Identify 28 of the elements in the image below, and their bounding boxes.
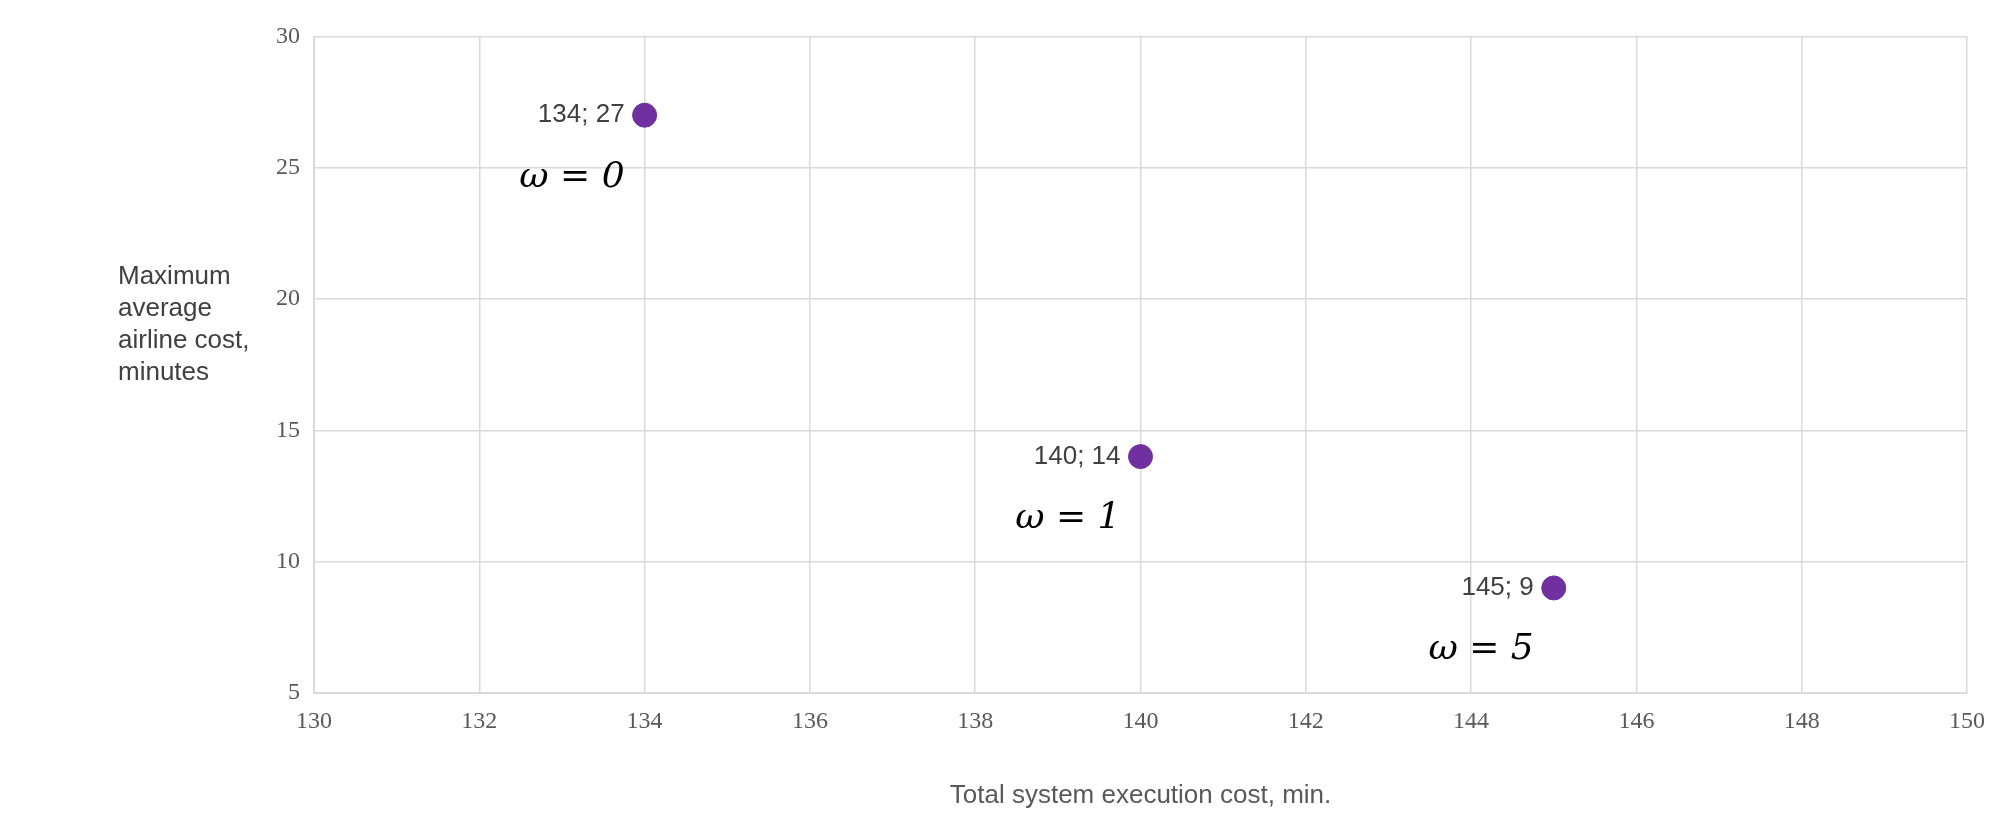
x-tick-label: 138 [957, 706, 994, 733]
x-tick-label: 130 [296, 706, 332, 733]
x-tick-label: 148 [1783, 706, 1820, 733]
point [632, 102, 658, 128]
annotation: ω = 1 [1015, 494, 1121, 536]
x-tick-label: 142 [1287, 706, 1324, 733]
x-tick-label: 144 [1453, 706, 1490, 733]
x-tick-label: 132 [461, 706, 498, 733]
x-axis-title: Total system execution cost, min. [949, 778, 1332, 809]
y-tick-label: 20 [276, 284, 300, 311]
y-tick-label: 10 [276, 546, 300, 573]
x-tick-label: 150 [1949, 706, 1985, 733]
x-tick-label: 136 [791, 706, 828, 733]
x-tick-label: 140 [1122, 706, 1159, 733]
data-label: 145; 9 [1461, 571, 1534, 602]
data-label: 134; 27 [537, 98, 625, 129]
y-tick-label: 30 [276, 21, 300, 48]
y-tick-label: 25 [276, 153, 300, 180]
y-tick-label: 15 [276, 415, 300, 442]
y-axis-title: Maximum average airline cost, minutes [118, 259, 250, 386]
point [1128, 444, 1153, 470]
annotation: ω = 0 [519, 153, 625, 195]
x-tick-label: 134 [626, 706, 663, 733]
y-tick-label: 5 [288, 678, 300, 705]
point [1541, 575, 1567, 601]
x-tick-label: 146 [1618, 706, 1655, 733]
data-label: 140; 14 [1033, 439, 1121, 470]
annotation: ω = 5 [1428, 626, 1534, 668]
